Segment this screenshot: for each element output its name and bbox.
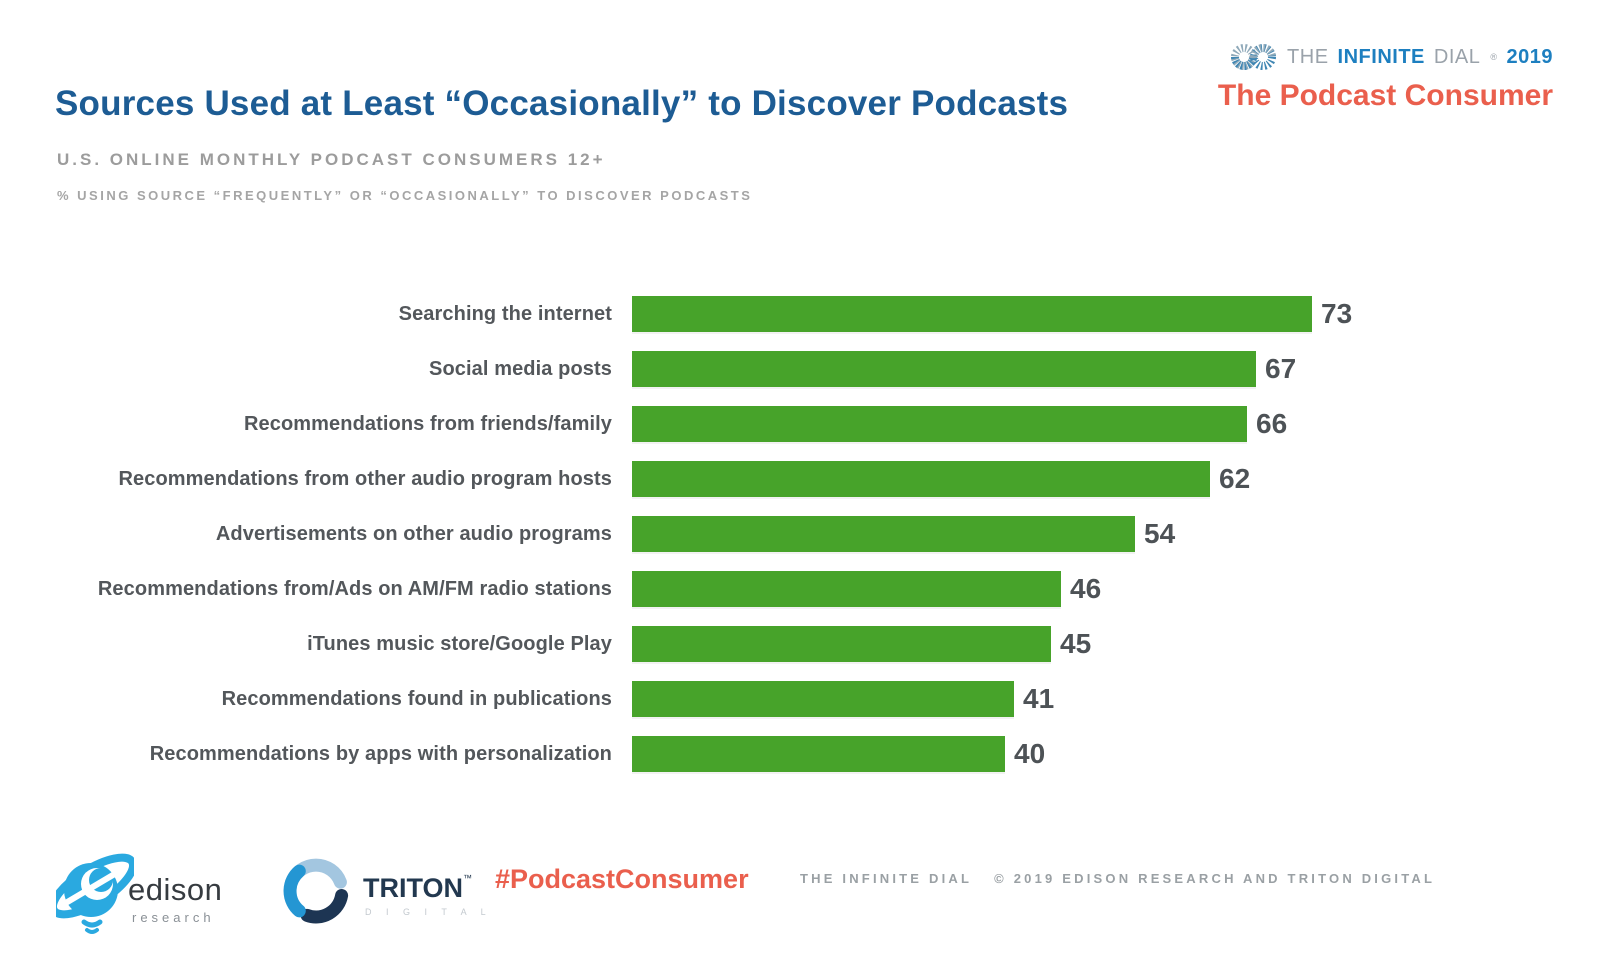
bar [632,516,1135,552]
infinity-logo-icon [1231,44,1277,70]
bar-value: 45 [1060,628,1092,659]
triton-name: TRITON [363,873,463,903]
triton-digital-logo: TRITON™ D I G I T A L [281,846,492,938]
bar-value: 66 [1256,408,1288,439]
bar-label: Recommendations from other audio program… [118,467,612,490]
brand-the: THE [1287,45,1329,68]
page-note: % USING SOURCE “FREQUENTLY” OR “OCCASION… [57,188,753,203]
chart-row: Recommendations found in publications 41 [0,681,1600,717]
brand-infinite: INFINITE [1337,45,1425,68]
chart-row: Searching the internet 73 [0,296,1600,332]
bar-chart: Searching the internet 73 Social media pos… [0,296,1600,791]
trademark: ™ [463,873,472,883]
page-subtitle: U.S. ONLINE MONTHLY PODCAST CONSUMERS 12… [57,150,606,169]
bar-label: Social media posts [429,357,612,380]
bar-value: 41 [1023,683,1055,714]
edison-wordmark: edison research [128,872,222,925]
chart-row: Advertisements on other audio programs 54 [0,516,1600,552]
page-title: Sources Used at Least “Occasionally” to … [55,84,1069,123]
chart-row: Recommendations by apps with personaliza… [0,736,1600,772]
infinite-dial-brand: THE INFINITE DIAL ® 2019 The Podcast Cons… [1218,42,1553,113]
bar-label: Recommendations found in publications [221,687,612,710]
bar-value: 62 [1219,463,1251,494]
copyright: THE INFINITE DIAL © 2019 EDISON RESEARCH… [800,871,1435,886]
brand-dial: DIAL [1433,45,1481,68]
registered-mark: ® [1490,52,1498,62]
triton-wordmark: TRITON™ D I G I T A L [363,873,492,917]
bar [632,626,1051,662]
bar [632,406,1247,442]
bar [632,351,1256,387]
hashtag: #PodcastConsumer [495,864,749,894]
chart-row: Recommendations from/Ads on AM/FM radio … [0,571,1600,607]
edison-name: edison [128,871,223,907]
brand-year: 2019 [1506,45,1553,68]
triton-sub: D I G I T A L [365,907,492,917]
bar [632,571,1061,607]
bar-value: 73 [1321,298,1353,329]
chart-row: Social media posts 67 [0,351,1600,387]
bar-value: 40 [1014,738,1046,769]
footer: edison research TRITON™ D I G I T A L #P… [0,840,1600,960]
chart-row: Recommendations from other audio program… [0,461,1600,497]
bar-value: 46 [1070,573,1102,604]
bar-label: iTunes music store/Google Play [307,632,612,655]
triton-mark-icon [283,858,349,924]
copyright-left: THE INFINITE DIAL [800,871,973,886]
copyright-right: © 2019 EDISON RESEARCH AND TRITON DIGITA… [994,871,1436,886]
bar-label: Recommendations by apps with personaliza… [149,742,612,765]
chart-row: Recommendations from friends/family 66 [0,406,1600,442]
report-title: The Podcast Consumer [1217,79,1553,112]
edison-sub: research [132,909,215,925]
bar-label: Recommendations from/Ads on AM/FM radio … [97,577,612,600]
edison-research-logo: edison research [56,844,222,942]
bar-label: Recommendations from friends/family [243,412,612,435]
infinite-dial-wordmark: THE INFINITE DIAL ® 2019 [1218,42,1553,72]
bar [632,461,1210,497]
bar [632,736,1005,772]
bar-value: 67 [1265,353,1297,384]
edison-bulb-icon [56,853,134,934]
chart-row: iTunes music store/Google Play 45 [0,626,1600,662]
bar-value: 54 [1144,518,1176,549]
bar-label: Advertisements on other audio programs [215,522,612,545]
bar [632,681,1014,717]
bar-label: Searching the internet [398,302,612,325]
bar [632,296,1312,332]
